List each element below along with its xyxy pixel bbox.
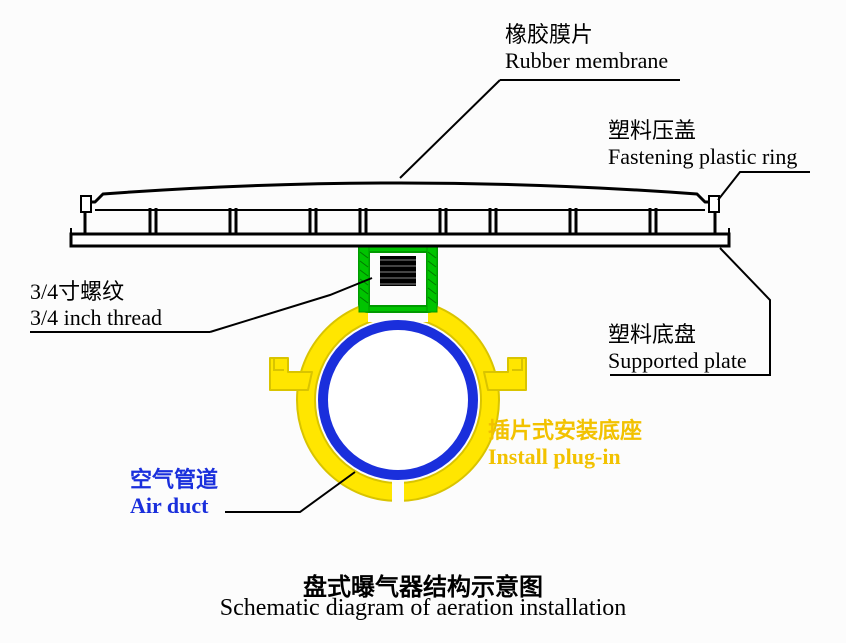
label-supported-plate: 塑料底盘 Supported plate — [608, 322, 747, 375]
label-thread-en: 3/4 inch thread — [30, 305, 162, 331]
label-air-duct-en: Air duct — [130, 493, 218, 519]
label-air-duct-cn: 空气管道 — [130, 467, 218, 493]
label-fastening-ring-en: Fastening plastic ring — [608, 144, 797, 170]
label-rubber-membrane: 橡胶膜片 Rubber membrane — [505, 22, 668, 75]
label-install-plugin: 插片式安装底座 Install plug-in — [488, 418, 642, 471]
label-install-plugin-en: Install plug-in — [488, 444, 642, 470]
diagram-stage: { "canvas": { "width": 846, "height": 64… — [0, 0, 846, 643]
label-supported-plate-cn: 塑料底盘 — [608, 322, 747, 348]
label-supported-plate-en: Supported plate — [608, 348, 747, 374]
label-rubber-membrane-cn: 橡胶膜片 — [505, 22, 668, 48]
label-rubber-membrane-en: Rubber membrane — [505, 48, 668, 74]
label-install-plugin-cn: 插片式安装底座 — [488, 418, 642, 444]
label-thread-cn: 3/4寸螺纹 — [30, 279, 162, 305]
label-thread: 3/4寸螺纹 3/4 inch thread — [30, 279, 162, 332]
label-fastening-ring-cn: 塑料压盖 — [608, 118, 797, 144]
label-fastening-ring: 塑料压盖 Fastening plastic ring — [608, 118, 797, 171]
label-air-duct: 空气管道 Air duct — [130, 467, 218, 520]
title-en: Schematic diagram of aeration installati… — [0, 595, 846, 622]
